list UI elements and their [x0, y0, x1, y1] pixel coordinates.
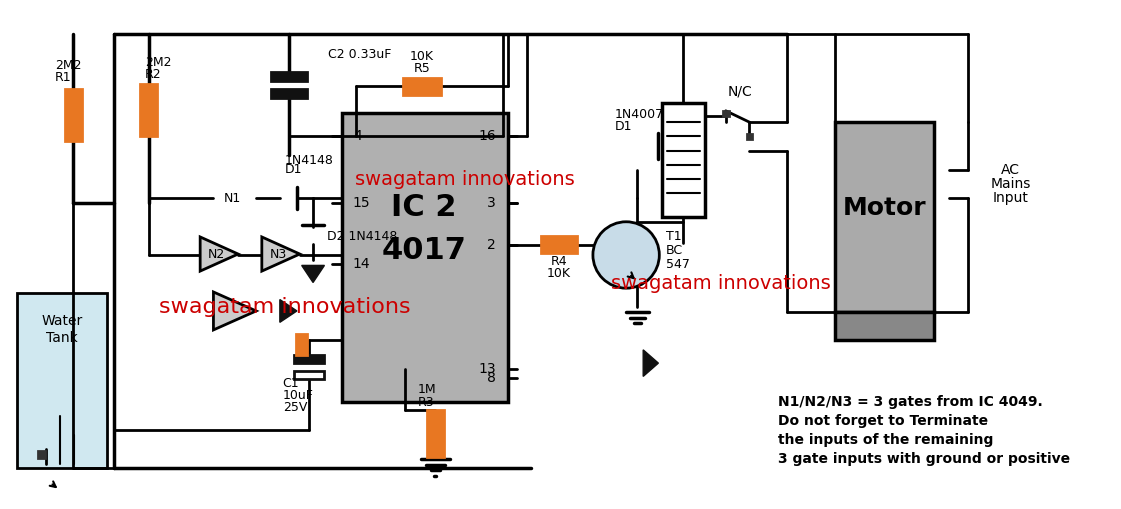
Text: 2M2: 2M2 [55, 59, 82, 72]
Bar [404, 77, 442, 95]
Text: swagatam innovations: swagatam innovations [159, 297, 410, 317]
Bar [747, 133, 752, 139]
Bar [296, 334, 307, 355]
Text: 547: 547 [666, 258, 689, 271]
Text: 10K: 10K [547, 267, 571, 280]
Text: D1: D1 [614, 121, 632, 133]
Bar [342, 112, 508, 402]
Text: BC: BC [666, 244, 683, 257]
Text: 10uF: 10uF [282, 389, 314, 402]
Text: 25V: 25V [282, 401, 307, 414]
Bar [427, 410, 444, 457]
Text: Tank: Tank [46, 331, 77, 346]
Polygon shape [643, 350, 658, 376]
Bar [294, 371, 324, 379]
Text: Motor: Motor [842, 195, 926, 219]
Text: 13: 13 [479, 362, 497, 376]
Circle shape [593, 222, 659, 288]
Text: C2 0.33uF: C2 0.33uF [328, 48, 391, 61]
Bar [663, 103, 705, 217]
Text: IC 2: IC 2 [391, 193, 456, 222]
Text: Mains: Mains [990, 177, 1030, 191]
Text: R1: R1 [55, 71, 72, 84]
Text: 3: 3 [488, 196, 497, 210]
Text: 8: 8 [488, 371, 497, 385]
Text: swagatam innovations: swagatam innovations [611, 274, 831, 293]
Polygon shape [280, 300, 297, 322]
Text: C1: C1 [282, 377, 299, 389]
Text: 4017: 4017 [381, 236, 466, 265]
Bar [835, 312, 935, 341]
Text: Water: Water [41, 315, 82, 328]
Bar [835, 122, 935, 312]
Text: T1: T1 [666, 230, 682, 242]
Text: N1: N1 [224, 191, 241, 205]
Bar [140, 84, 157, 136]
Text: 2: 2 [488, 239, 497, 252]
Text: R5: R5 [414, 62, 430, 75]
Text: D2 1N4148: D2 1N4148 [327, 230, 398, 242]
Bar [65, 89, 82, 141]
Bar [17, 293, 108, 468]
Text: Do not forget to Terminate: Do not forget to Terminate [778, 414, 988, 428]
Text: Input: Input [992, 191, 1028, 205]
Text: 14: 14 [353, 258, 371, 271]
Text: N1/N2/N3 = 3 gates from IC 4049.: N1/N2/N3 = 3 gates from IC 4049. [778, 395, 1043, 409]
Bar [723, 111, 729, 117]
Text: 1M: 1M [417, 383, 436, 396]
Bar [294, 355, 324, 363]
Text: 1N4007: 1N4007 [614, 108, 664, 121]
Bar [38, 451, 45, 458]
Text: 3 gate inputs with ground or positive: 3 gate inputs with ground or positive [778, 452, 1071, 466]
Text: 10K: 10K [410, 50, 434, 63]
Polygon shape [262, 237, 299, 271]
Text: R3: R3 [417, 395, 434, 409]
Text: N2: N2 [207, 248, 225, 262]
Text: 2M2: 2M2 [145, 56, 172, 69]
Text: 1N4148: 1N4148 [285, 154, 333, 166]
Text: R2: R2 [145, 68, 161, 81]
Bar [540, 236, 577, 253]
Text: R4: R4 [550, 255, 567, 268]
Bar [271, 72, 307, 81]
Text: the inputs of the remaining: the inputs of the remaining [778, 433, 993, 447]
Polygon shape [302, 265, 324, 282]
Text: N3: N3 [269, 248, 287, 262]
Text: 4: 4 [353, 129, 362, 144]
Bar [271, 89, 307, 98]
Polygon shape [201, 237, 238, 271]
Text: AC: AC [1001, 162, 1020, 177]
Text: N/C: N/C [728, 85, 752, 99]
Text: 16: 16 [479, 129, 497, 144]
Polygon shape [213, 292, 256, 330]
Bar [19, 411, 105, 467]
Text: 15: 15 [353, 196, 371, 210]
Text: D1: D1 [285, 163, 302, 176]
Text: swagatam innovations: swagatam innovations [355, 169, 575, 188]
